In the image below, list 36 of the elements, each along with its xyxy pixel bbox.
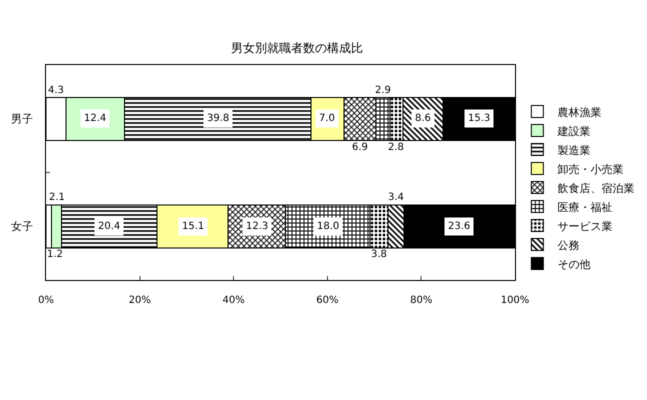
data-label: 7.0 [319,113,335,124]
data-label: 12.3 [246,221,268,232]
legend-label: 農林漁業 [557,106,602,119]
data-label: 4.3 [48,85,64,96]
data-label: 15.3 [468,113,490,124]
legend-label: 卸売・小売業 [557,162,624,176]
data-label: 3.8 [371,249,387,260]
legend-label: 建設業 [556,124,590,138]
legend-label: 製造業 [557,144,590,157]
x-tick-label: 0% [38,295,54,306]
y-tick-label: 女子 [10,220,33,234]
data-label: 2.1 [49,192,65,203]
x-tick-label: 40% [222,295,245,306]
data-label: 23.6 [448,221,470,232]
data-label: 2.9 [375,85,391,96]
chart-title: 男女別就職者数の構成比 [231,41,363,56]
data-label: 1.2 [47,249,63,260]
legend-label: 公務 [557,238,580,252]
data-label: 20.4 [98,221,120,232]
legend-label: 飲食店、宿泊業 [557,182,634,195]
data-label: 15.1 [182,221,204,232]
legend-label: サービス業 [557,220,612,233]
data-label: 39.8 [207,113,230,124]
x-tick-label: 80% [410,295,432,306]
data-label: 3.4 [388,192,404,203]
data-label: 8.6 [415,113,431,124]
data-label: 6.9 [352,142,368,153]
x-tick-label: 100% [500,295,530,306]
x-tick-label: 20% [128,295,151,306]
legend-label: 医療・福祉 [557,200,612,214]
data-label: 2.8 [388,142,404,153]
legend-label: その他 [557,258,590,271]
x-tick-label: 60% [316,295,339,306]
y-tick-label: 男子 [10,112,33,126]
data-label: 18.0 [317,221,340,232]
data-label: 12.4 [84,113,106,124]
